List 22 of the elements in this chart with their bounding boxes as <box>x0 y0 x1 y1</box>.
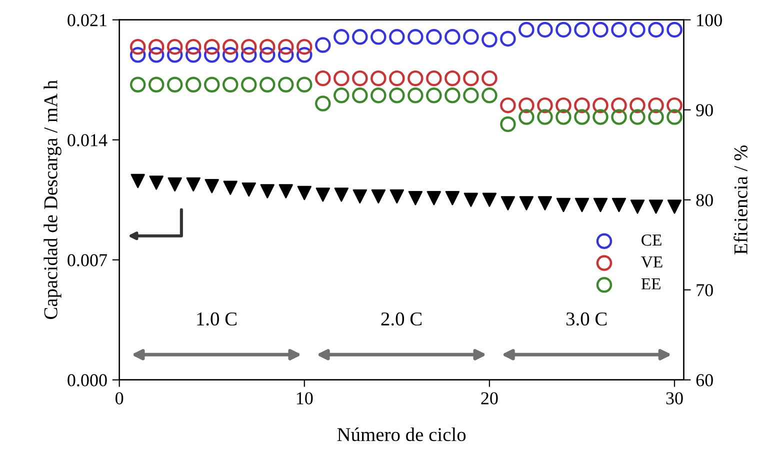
annotation: 3.0 C <box>566 312 607 326</box>
x-axis-title: Número de ciclo <box>337 427 466 442</box>
y2-tick-label: 60 <box>696 374 713 386</box>
y2-tick-label: 90 <box>696 104 713 116</box>
y-tick-label: 0.021 <box>68 14 106 26</box>
legend-label: VE <box>641 256 662 268</box>
legend-label: EE <box>641 278 660 290</box>
x-tick-label: 20 <box>481 392 498 404</box>
x-tick-label: 10 <box>296 392 313 404</box>
y2-tick-label: 80 <box>696 194 713 206</box>
x-tick-label: 30 <box>666 392 683 404</box>
legend-label: CE <box>642 234 662 246</box>
y-tick-label: 0.000 <box>68 374 107 386</box>
annotation: 1.0 C <box>197 312 236 326</box>
y2-axis-title: Eficiencia / % <box>734 145 748 254</box>
y2-tick-label: 70 <box>696 284 713 296</box>
y-axis-title: Capacidad de Descarga / mA h <box>44 80 62 320</box>
y2-tick-label: 100 <box>697 14 722 26</box>
y-tick-label: 0.014 <box>68 134 108 146</box>
y-tick-label: 0.007 <box>68 254 108 266</box>
x-tick-label: 0 <box>116 392 124 404</box>
annotation: 2.0 C <box>381 312 422 326</box>
